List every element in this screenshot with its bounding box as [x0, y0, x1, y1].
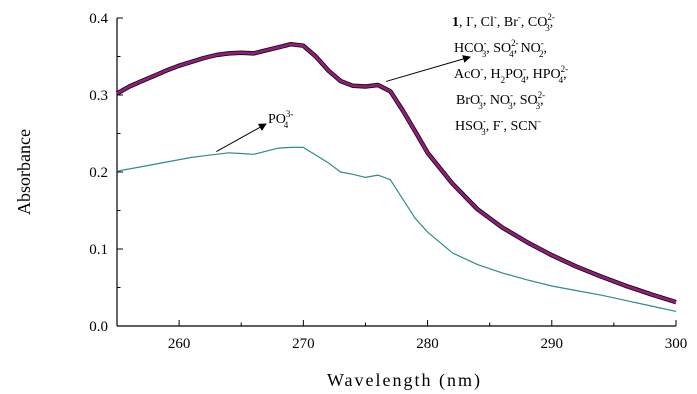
y-tick-label: 0.2: [89, 165, 108, 181]
chart-axes: 260 270 280 290 300 0.0 0.1 0.2 0.3 0.4: [89, 11, 687, 352]
po4-annotation: PO3-4​: [216, 109, 293, 152]
annotation-line: 1, I-​, Cl-​, Br-​, CO2-3​,: [452, 12, 555, 33]
chart-annotations: PO3-4​ 1, I-​, Cl-​, Br-​, CO2-3​, HCO-3​,…: [216, 12, 568, 152]
chart-series-layer: [115, 41, 677, 312]
x-tick-label: 290: [541, 336, 564, 352]
y-tick-label: 0.4: [89, 11, 108, 27]
annotation-line: AcO-​, H2​PO-4​, HPO2-4​,: [454, 64, 568, 85]
other-anions-annotation: 1, I-​, Cl-​, Br-​, CO2-3​, HCO-3​, SO2-4…: [385, 12, 568, 137]
series-line-overlay: [116, 42, 677, 304]
series-line: [116, 146, 677, 312]
annotation-line: PO3-4​: [268, 109, 293, 130]
y-axis-title: Absorbance: [14, 129, 34, 215]
annotation-line: HSO-3​, F-​, SCN-​: [455, 116, 541, 137]
annotation-line: BrO-3​, NO-3​, SO2-3​,: [456, 90, 545, 111]
y-tick-label: 0.3: [89, 88, 108, 104]
x-axis-title: Wavelength (nm): [327, 370, 482, 391]
po4-arrow: [216, 123, 267, 152]
other-anions-arrow: [385, 55, 471, 82]
x-tick-label: 270: [292, 336, 315, 352]
series-line: [116, 43, 677, 303]
series-line-shadow: [115, 41, 677, 305]
y-tick-label: 0.1: [89, 242, 108, 258]
x-tick-label: 260: [168, 336, 191, 352]
annotation-line: HCO-3​, SO2-4​, NO-2​,: [454, 38, 547, 59]
y-tick-label: 0.0: [89, 319, 108, 335]
x-tick-label: 280: [416, 336, 439, 352]
x-tick-label: 300: [665, 336, 688, 352]
